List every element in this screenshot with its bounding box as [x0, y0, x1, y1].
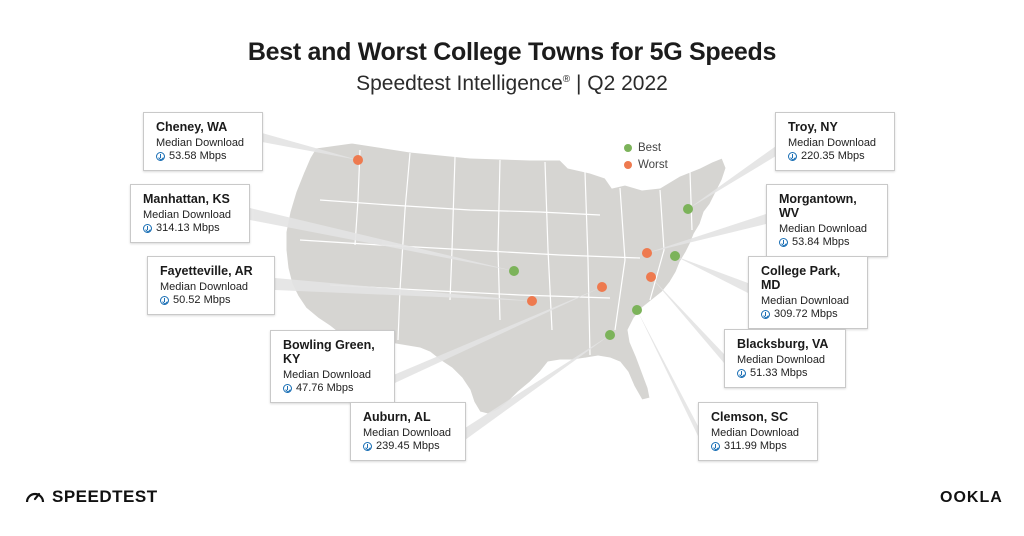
callout-manhattan: Manhattan, KS Median Download 314.13 Mbp… — [130, 184, 250, 243]
download-icon — [143, 224, 152, 233]
callout-fayetteville: Fayetteville, AR Median Download 50.52 M… — [147, 256, 275, 315]
legend-label: Best — [638, 141, 662, 154]
marker-cheney — [353, 155, 363, 165]
callout-speed-row: 311.99 Mbps — [711, 440, 805, 453]
callout-speed: 51.33 Mbps — [750, 367, 808, 379]
leader-lines — [250, 133, 776, 440]
marker-manhattan — [509, 266, 519, 276]
callout-city: Clemson, SC — [711, 410, 789, 424]
speedometer-icon — [25, 492, 45, 503]
download-icon — [711, 442, 720, 451]
callout-city: Bowling Green, KY — [283, 338, 375, 366]
callout-bowling-green: Bowling Green, KY Median Download 47.76 … — [270, 330, 395, 403]
marker-blacksburg — [646, 272, 656, 282]
download-icon — [156, 152, 165, 161]
page-subtitle: Speedtest Intelligence® | Q2 2022 — [0, 72, 1024, 96]
callout-metric: Median Download — [788, 137, 877, 149]
callout-speed: 53.84 Mbps — [792, 236, 850, 248]
callout-city: Fayetteville, AR — [160, 264, 253, 278]
callout-speed: 220.35 Mbps — [801, 150, 865, 162]
map-legend: Best Worst — [624, 139, 668, 173]
callout-city: Troy, NY — [788, 120, 838, 134]
callout-speed-row: 53.84 Mbps — [779, 236, 875, 249]
callout-speed: 314.13 Mbps — [156, 222, 220, 234]
callout-speed-row: 220.35 Mbps — [788, 150, 882, 163]
callout-morgantown: Morgantown, WV Median Download 53.84 Mbp… — [766, 184, 888, 257]
registered-mark: ® — [562, 74, 571, 85]
callout-speed: 53.58 Mbps — [169, 150, 227, 162]
callout-blacksburg: Blacksburg, VA Median Download 51.33 Mbp… — [724, 329, 846, 388]
callout-city: Blacksburg, VA — [737, 337, 829, 351]
callout-city: Morgantown, WV — [779, 192, 857, 220]
download-icon — [283, 384, 292, 393]
callout-speed-row: 239.45 Mbps — [363, 440, 453, 453]
callout-speed: 50.52 Mbps — [173, 294, 231, 306]
best-dot-icon — [624, 143, 632, 152]
marker-auburn — [605, 330, 615, 340]
download-icon — [761, 310, 770, 319]
town-markers — [353, 155, 693, 340]
page-title: Best and Worst College Towns for 5G Spee… — [247, 38, 777, 66]
marker-college-park — [670, 251, 680, 261]
callout-speed: 309.72 Mbps — [774, 308, 838, 320]
callout-college-park: College Park, MD Median Download 309.72 … — [748, 256, 868, 329]
callout-metric: Median Download — [737, 354, 826, 366]
legend-item-worst: Worst — [624, 156, 668, 173]
callout-metric: Median Download — [363, 427, 452, 439]
worst-dot-icon — [624, 160, 632, 169]
subtitle-source: Speedtest Intelligence — [356, 72, 563, 95]
callout-troy: Troy, NY Median Download 220.35 Mbps — [775, 112, 895, 171]
callout-speed-row: 51.33 Mbps — [737, 367, 833, 380]
callout-city: College Park, MD — [761, 264, 841, 292]
legend-item-best: Best — [624, 139, 668, 156]
callout-speed-row: 309.72 Mbps — [761, 308, 855, 321]
marker-morgantown — [642, 248, 652, 258]
callout-speed-row: 50.52 Mbps — [160, 294, 262, 307]
subtitle-period: | Q2 2022 — [570, 72, 668, 95]
download-icon — [363, 442, 372, 451]
callout-metric: Median Download — [283, 369, 372, 381]
download-icon — [160, 296, 169, 305]
callout-metric: Median Download — [761, 295, 850, 307]
legend-label: Worst — [638, 158, 668, 171]
callout-city: Auburn, AL — [363, 410, 431, 424]
speedtest-wordmark: SPEEDTEST — [52, 487, 158, 506]
download-icon — [737, 369, 746, 378]
download-icon — [779, 238, 788, 247]
callout-metric: Median Download — [143, 209, 232, 221]
callout-speed-row: 47.76 Mbps — [283, 382, 382, 395]
callout-speed: 239.45 Mbps — [376, 440, 440, 452]
callout-speed: 311.99 Mbps — [724, 440, 787, 452]
callout-cheney: Cheney, WA Median Download 53.58 Mbps — [143, 112, 263, 171]
callout-metric: Median Download — [156, 137, 245, 149]
marker-bowling-green — [597, 282, 607, 292]
callout-speed-row: 53.58 Mbps — [156, 150, 250, 163]
callout-metric: Median Download — [779, 223, 868, 235]
marker-troy — [683, 204, 693, 214]
marker-fayetteville — [527, 296, 537, 306]
callout-speed: 47.76 Mbps — [296, 382, 354, 394]
callout-speed-row: 314.13 Mbps — [143, 222, 237, 235]
callout-clemson: Clemson, SC Median Download 311.99 Mbps — [698, 402, 818, 461]
callout-city: Manhattan, KS — [143, 192, 230, 206]
download-icon — [788, 152, 797, 161]
callout-city: Cheney, WA — [156, 120, 228, 134]
marker-clemson — [632, 305, 642, 315]
callout-metric: Median Download — [711, 427, 800, 439]
callout-auburn: Auburn, AL Median Download 239.45 Mbps — [350, 402, 466, 461]
speedtest-logo: SPEEDTEST — [24, 487, 158, 507]
callout-metric: Median Download — [160, 281, 249, 293]
ookla-wordmark: OOKLA — [940, 489, 1003, 506]
